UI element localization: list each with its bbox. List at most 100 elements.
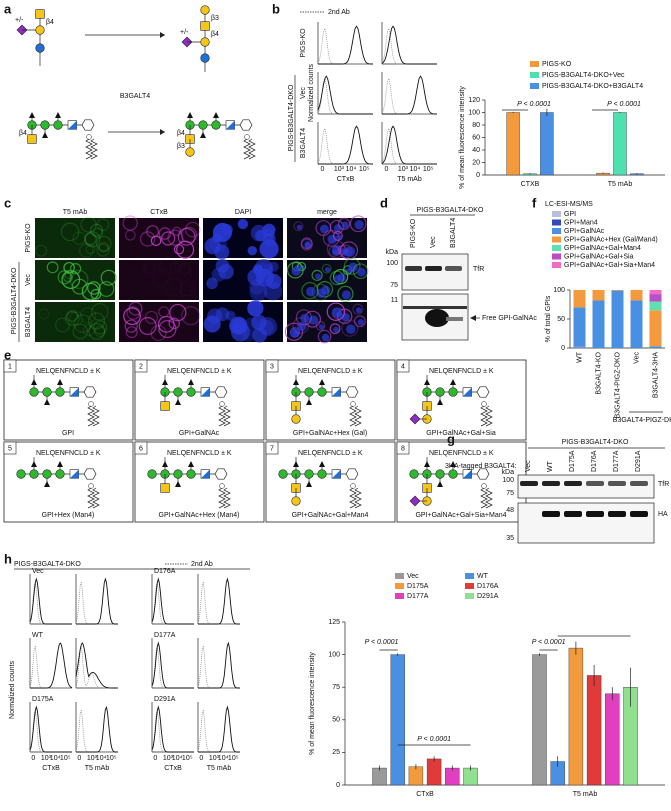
x-axis-label: T5 mAb — [207, 765, 232, 772]
panel-letter: d — [380, 195, 388, 210]
box-number: 6 — [139, 445, 143, 452]
y-tick-label: 100 — [553, 287, 565, 294]
cell — [181, 306, 201, 326]
glycan-residue — [35, 9, 45, 19]
cell — [96, 218, 110, 232]
band — [446, 317, 463, 321]
lane-label: D177A — [613, 450, 620, 472]
cell — [85, 244, 96, 255]
cell — [317, 329, 332, 344]
structure-box — [3, 441, 134, 523]
phosphate — [350, 483, 356, 489]
cell — [237, 218, 249, 230]
glcn — [332, 387, 341, 397]
box-number: 5 — [8, 445, 12, 452]
histogram — [382, 75, 437, 115]
legend-swatch — [552, 211, 561, 217]
cell — [124, 229, 136, 241]
control-histogram — [381, 27, 437, 65]
y-tick-label: 100 — [468, 109, 480, 116]
bar — [540, 112, 554, 176]
etnp — [29, 112, 35, 118]
glycan-residue — [409, 413, 421, 425]
legend-swatch — [530, 83, 539, 89]
linkage: β3 — [177, 143, 185, 150]
etnp — [31, 461, 37, 467]
box-number: 1 — [8, 363, 12, 370]
etnp — [213, 112, 219, 118]
cell — [158, 227, 172, 240]
y-tick-label: 80 — [472, 122, 480, 129]
panel-letter: c — [4, 195, 11, 210]
glcn — [70, 387, 79, 397]
glycan-residue — [278, 469, 288, 479]
box-number: 7 — [270, 445, 274, 452]
nucleus — [348, 262, 358, 273]
cell — [122, 215, 138, 231]
control-histogram — [151, 581, 194, 625]
lane-label: PIGS-KO — [410, 218, 417, 248]
histogram — [30, 642, 73, 689]
hist-tick-label: 10⁵ — [106, 755, 117, 762]
x-tick-label: B3GALT4-3HA — [652, 352, 659, 398]
legend-swatch — [552, 253, 561, 260]
kda-label: kDa — [502, 469, 515, 476]
control-histogram — [29, 709, 72, 753]
legend-label: GPI+GalNAc+Hex (Gal/Man4) — [564, 236, 658, 243]
glycan-residue — [291, 496, 301, 506]
blot — [517, 502, 655, 544]
glcn — [226, 120, 235, 130]
phosphate — [219, 401, 225, 407]
bar-segment — [630, 290, 643, 301]
box-number: 3 — [270, 363, 274, 370]
cell — [72, 231, 86, 245]
cell — [80, 216, 97, 233]
histogram — [151, 641, 194, 689]
marker-label: 11 — [391, 297, 398, 304]
bar-segment — [649, 310, 662, 347]
band — [630, 481, 648, 486]
x-tick-label: CTxB — [416, 791, 434, 798]
glycan-residue — [304, 469, 314, 479]
cell — [88, 322, 106, 340]
glcn — [201, 469, 210, 479]
cell — [349, 215, 367, 233]
micrograph — [35, 302, 115, 342]
nucleus — [300, 313, 310, 323]
glycan-residue — [186, 469, 196, 479]
bar-segment — [592, 290, 605, 301]
glycan-residue — [160, 483, 170, 493]
cell — [252, 264, 264, 275]
structure-box — [3, 359, 134, 441]
cell — [284, 322, 304, 341]
arrow-head — [470, 315, 476, 321]
inositol — [476, 386, 490, 398]
cell — [87, 281, 101, 295]
legend-swatch — [552, 245, 561, 251]
glycan-residue — [200, 37, 210, 47]
y-tick-label: 40 — [472, 147, 480, 154]
cell — [79, 307, 97, 324]
cell — [329, 270, 345, 286]
nucleus — [325, 267, 331, 273]
hist-tick-label: 10³ — [163, 755, 174, 762]
chart-title: LC-ESI-MS/MS — [545, 201, 593, 208]
cell — [250, 224, 268, 242]
micrograph — [35, 218, 115, 258]
x-tick-label: T5 mAb — [608, 181, 633, 188]
blot-title: PIGS-B3GALT4-DKO — [417, 207, 484, 214]
histogram — [198, 705, 240, 753]
y-axis-label: % of mean fluorescence intensity — [309, 652, 316, 755]
micrograph — [119, 218, 199, 258]
lipid — [354, 487, 362, 509]
bar — [605, 693, 620, 786]
cell — [230, 322, 250, 342]
cell — [92, 227, 104, 239]
cell — [98, 281, 115, 297]
cell — [90, 223, 104, 237]
y-tick-label: 0 — [336, 782, 340, 789]
cell — [79, 243, 94, 258]
panel-letter: h — [4, 551, 12, 566]
cell — [66, 310, 79, 322]
glycan-residue — [200, 21, 210, 31]
